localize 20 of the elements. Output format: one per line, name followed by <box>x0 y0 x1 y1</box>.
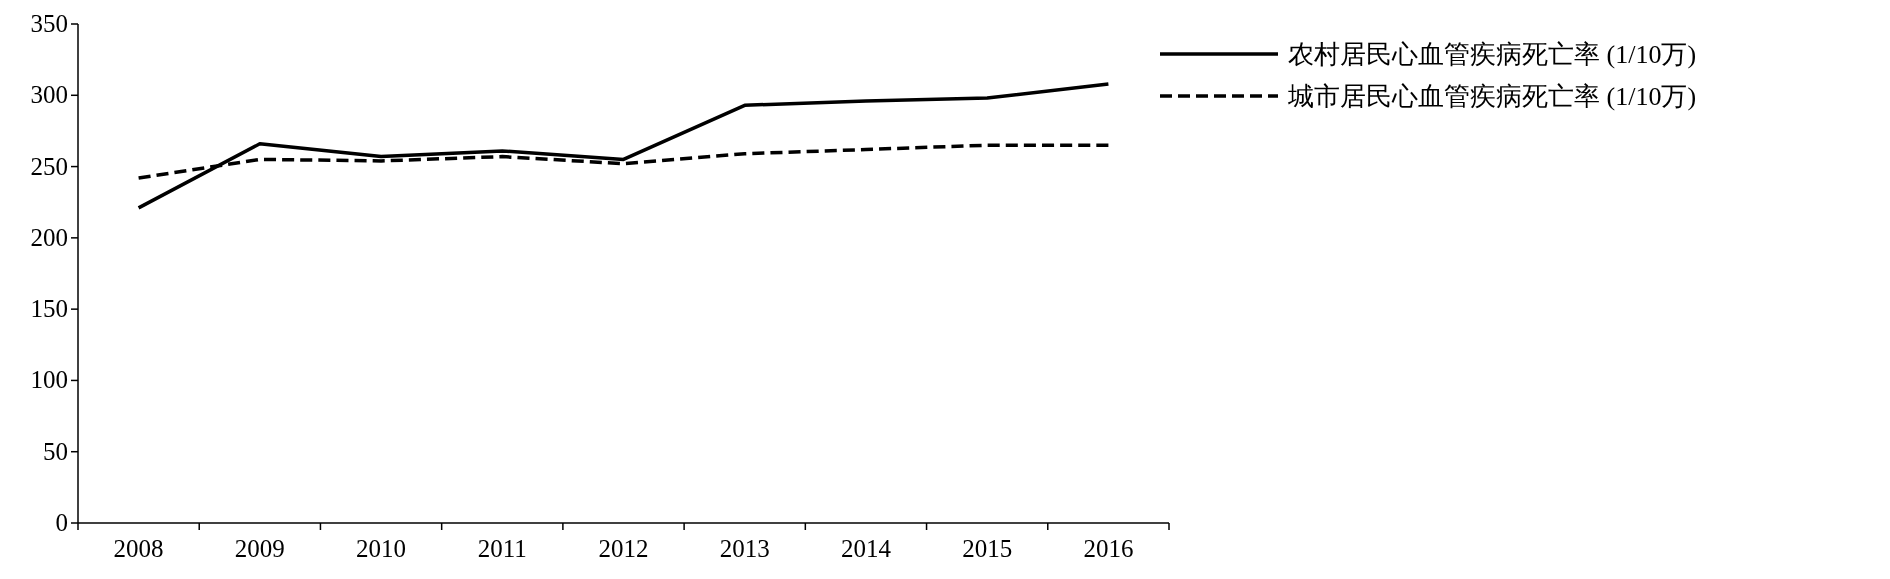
y-tick-label: 200 <box>30 223 68 251</box>
x-tick-label: 2008 <box>113 535 164 562</box>
x-tick-label: 2013 <box>719 535 770 562</box>
x-tick-label: 2010 <box>356 535 407 562</box>
x-tick-label: 2015 <box>962 535 1013 562</box>
line-series <box>136 82 1111 210</box>
y-tick-label: 50 <box>43 437 68 465</box>
y-tick-label: 100 <box>30 366 68 394</box>
y-tick-label: 0 <box>55 509 68 536</box>
y-tick-label: 300 <box>30 81 68 109</box>
x-tick-label: 2016 <box>1083 535 1134 562</box>
y-tick-label: 150 <box>30 295 68 323</box>
x-tick-label: 2011 <box>477 535 527 562</box>
x-tick-label: 2009 <box>234 535 285 562</box>
x-tick-label: 2012 <box>598 535 649 562</box>
x-tick-label: 2014 <box>840 535 892 562</box>
legend-label: 农村居民心血管疾病死亡率 (1/10万) <box>1288 40 1697 69</box>
y-tick-label: 350 <box>30 10 68 37</box>
legend-label: 城市居民心血管疾病死亡率 (1/10万) <box>1287 82 1697 111</box>
y-tick-label: 250 <box>30 152 68 180</box>
